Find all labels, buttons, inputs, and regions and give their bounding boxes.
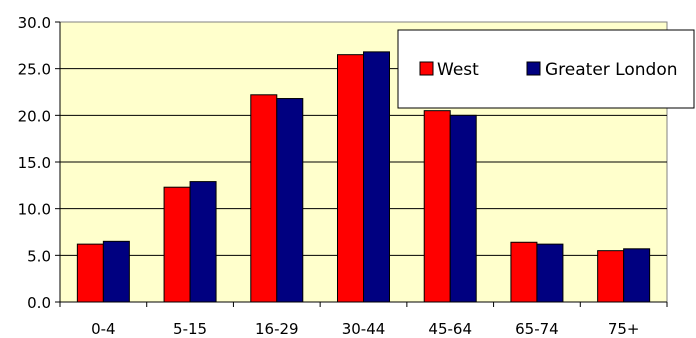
bar-west-0-4 (76, 243, 104, 303)
bar-west-45-64 (423, 110, 451, 303)
y-axis-ticks: 0.0 5.0 10.0 15.0 20.0 25.0 30.0 (18, 14, 60, 312)
y-tick-label: 5.0 (27, 247, 51, 265)
bar-west-16-29 (250, 94, 278, 303)
legend-swatch-west (419, 61, 434, 76)
x-tick-label: 5-15 (173, 320, 207, 338)
y-tick-label: 30.0 (18, 14, 51, 32)
bars (76, 51, 651, 303)
x-tick-label: 75+ (608, 320, 640, 338)
bar-greater-london-65-74 (536, 243, 564, 303)
legend: West Greater London (397, 29, 695, 109)
x-tick-label: 0-4 (91, 320, 116, 338)
bar-west-65-74 (510, 241, 538, 303)
x-tick-label: 45-64 (428, 320, 472, 338)
bar-west-5-15 (163, 186, 191, 303)
y-tick-label: 0.0 (27, 294, 51, 312)
y-tick-label: 25.0 (18, 61, 51, 79)
y-tick-label: 15.0 (18, 154, 51, 172)
bar-greater-london-30-44 (363, 51, 390, 303)
legend-box (397, 29, 695, 109)
x-axis-ticks: 0-4 5-15 16-29 30-44 45-64 65-74 75+ (59, 302, 668, 338)
bar-greater-london-45-64 (449, 114, 477, 303)
legend-swatch-greater-london (526, 61, 541, 76)
bar-west-75+ (597, 250, 625, 303)
x-tick-label: 30-44 (342, 320, 386, 338)
bar-greater-london-16-29 (276, 98, 304, 303)
legend-label-greater-london: Greater London (545, 60, 678, 80)
y-tick-label: 10.0 (18, 201, 51, 219)
x-tick-label: 65-74 (515, 320, 559, 338)
bar-greater-london-5-15 (189, 181, 217, 303)
bar-greater-london-75+ (623, 248, 651, 303)
bar-west-30-44 (337, 54, 364, 303)
bar-greater-london-0-4 (102, 240, 130, 303)
x-tick-label: 16-29 (255, 320, 299, 338)
legend-label-west: West (437, 60, 479, 80)
y-tick-label: 20.0 (18, 107, 51, 125)
